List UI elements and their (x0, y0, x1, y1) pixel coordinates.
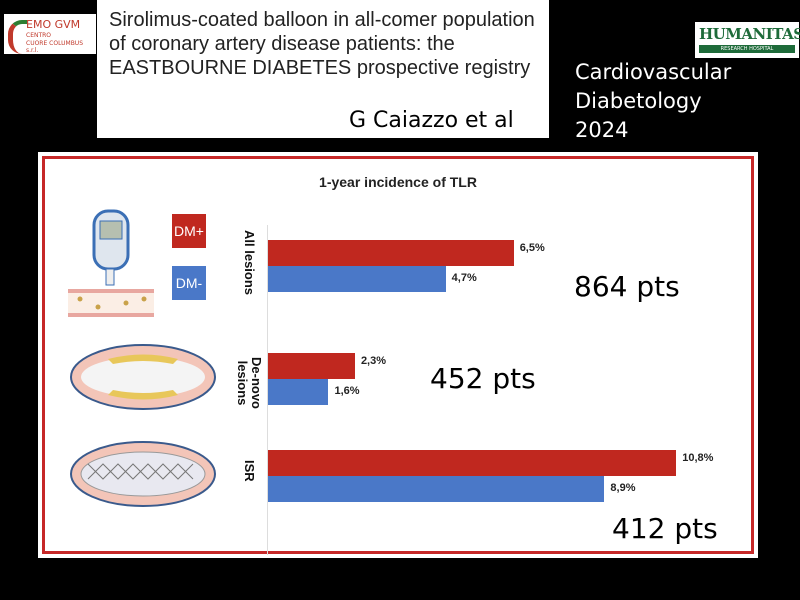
legend-dm-plus: DM+ (172, 214, 206, 248)
category-label: All lesions (242, 230, 257, 296)
logo-text: HUMANITAS (699, 25, 800, 43)
value-label: 2,3% (360, 355, 387, 367)
slide-title: Sirolimus-coated balloon in all-comer po… (109, 9, 535, 79)
y-axis-line (267, 225, 268, 555)
emo-gvm-logo: EMO GVM CENTRO CUORE COLUMBUS s.r.l. (4, 14, 96, 54)
category-label: De-novo lesions (235, 357, 264, 409)
journal-line: Cardiovascular (575, 60, 732, 84)
logo-text: EMO GVM (26, 18, 81, 31)
value-label: 1,6% (334, 385, 360, 397)
humanitas-logo: HUMANITAS RESEARCH HOSPITAL (695, 22, 800, 58)
title-box: Sirolimus-coated balloon in all-comer po… (97, 0, 549, 138)
bar-dm-plus (268, 240, 514, 266)
bar-dm-minus (268, 379, 329, 405)
glucometer-icon (68, 209, 154, 317)
patient-count: 452 pts (430, 362, 536, 395)
value-label: 6,5% (519, 242, 545, 254)
legend-dm-minus: DM- (172, 266, 206, 300)
chart-title: 1-year incidence of TLR (319, 174, 477, 190)
logo-text: CENTRO (26, 32, 52, 39)
bar-dm-minus (268, 476, 605, 502)
de-novo-vessel-icon (70, 344, 216, 410)
logo-text: RESEARCH HOSPITAL (699, 45, 795, 53)
value-label: 10,8% (682, 452, 714, 464)
chart-border (42, 156, 754, 554)
journal-line: 2024 (575, 118, 629, 142)
patient-count: 412 pts (612, 512, 718, 545)
journal-line: Diabetology (575, 89, 702, 113)
journal-citation: Cardiovascular Diabetology 2024 (575, 58, 731, 145)
bar-dm-plus (268, 353, 355, 379)
bar-dm-plus (268, 450, 677, 476)
isr-stent-icon (70, 441, 216, 507)
heart-logo-icon (8, 20, 27, 54)
value-label: 4,7% (451, 272, 477, 284)
value-label: 8,9% (610, 482, 636, 494)
patient-count: 864 pts (574, 270, 680, 303)
logo-text: CUORE COLUMBUS s.r.l. (26, 40, 84, 54)
category-label: ISR (242, 460, 257, 482)
author: G Caiazzo et al (349, 108, 514, 133)
bar-dm-minus (268, 266, 446, 292)
